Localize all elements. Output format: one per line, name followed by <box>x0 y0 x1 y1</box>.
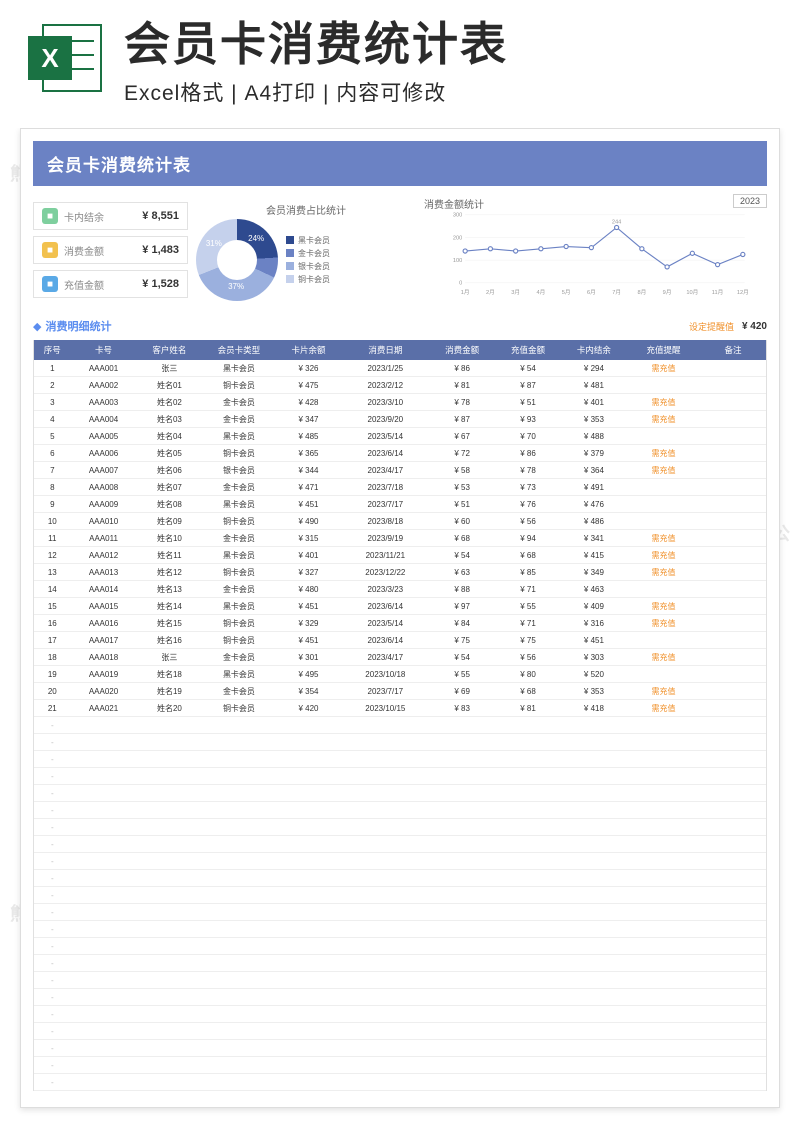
table-row: 8AAA008姓名07金卡会员¥ 4712023/7/18¥ 53¥ 73¥ 4… <box>34 479 766 496</box>
table-row: 2AAA002姓名01铜卡会员¥ 4752023/2/12¥ 81¥ 87¥ 4… <box>34 377 766 394</box>
table-row: 14AAA014姓名13金卡会员¥ 4802023/3/23¥ 88¥ 71¥ … <box>34 581 766 598</box>
table-row: 20AAA020姓名19金卡会员¥ 3542023/7/17¥ 69¥ 68¥ … <box>34 683 766 700</box>
line-chart-title: 消费金额统计 <box>424 196 767 211</box>
stat-cards: ■卡内结余¥ 8,551 ■消费金额¥ 1,483 ■充值金额¥ 1,528 <box>33 196 188 306</box>
doc-title-bar: 会员卡消费统计表 <box>33 141 767 186</box>
table-row: 19AAA019姓名18黑卡会员¥ 4952023/10/18¥ 55¥ 80¥… <box>34 666 766 683</box>
svg-text:200: 200 <box>453 235 462 241</box>
svg-text:8月: 8月 <box>637 289 646 296</box>
table-row: 12AAA012姓名11黑卡会员¥ 4012023/11/21¥ 54¥ 68¥… <box>34 547 766 564</box>
table-row: 10AAA010姓名09铜卡会员¥ 4902023/8/18¥ 60¥ 56¥ … <box>34 513 766 530</box>
table-row: 3AAA003姓名02金卡会员¥ 4282023/3/10¥ 78¥ 51¥ 4… <box>34 394 766 411</box>
table-row: 16AAA016姓名15铜卡会员¥ 3292023/5/14¥ 84¥ 71¥ … <box>34 615 766 632</box>
threshold-label: 设定提醒值 <box>689 320 734 333</box>
table-row: - <box>34 938 766 955</box>
line-chart: 0 100 200 300 244 1月 2月 3月 4月 5月 6月 7月 8月 9月 10月 11月 12月 <box>424 211 767 296</box>
svg-text:4月: 4月 <box>536 289 545 296</box>
threshold-value: ¥ 420 <box>742 321 767 332</box>
table-row: 17AAA017姓名16铜卡会员¥ 4512023/6/14¥ 75¥ 75¥ … <box>34 632 766 649</box>
table-row: - <box>34 870 766 887</box>
table-row: - <box>34 785 766 802</box>
stat-card: ■充值金额¥ 1,528 <box>33 270 188 298</box>
year-selector[interactable]: 2023 <box>733 194 767 208</box>
svg-text:5月: 5月 <box>562 289 571 296</box>
donut-title: 会员消费占比统计 <box>196 202 416 217</box>
table-row: - <box>34 1040 766 1057</box>
table-row: 7AAA007姓名06银卡会员¥ 3442023/4/17¥ 58¥ 78¥ 3… <box>34 462 766 479</box>
table-row: - <box>34 1006 766 1023</box>
template-banner: X 会员卡消费统计表 Excel格式 | A4打印 | 内容可修改 <box>0 0 800 128</box>
detail-title: 消费明细统计 <box>45 318 111 334</box>
banner-subtitle: Excel格式 | A4打印 | 内容可修改 <box>124 77 770 107</box>
table-row: 6AAA006姓名05铜卡会员¥ 3652023/6/14¥ 72¥ 86¥ 3… <box>34 445 766 462</box>
table-row: 21AAA021姓名20铜卡会员¥ 4202023/10/15¥ 83¥ 81¥… <box>34 700 766 717</box>
svg-text:10月: 10月 <box>686 289 698 296</box>
banner-title: 会员卡消费统计表 <box>124 18 770 71</box>
table-header: 序号卡号客户姓名会员卡类型卡片余额消费日期消费金额充值金额卡内结余充值提醒备注 <box>34 340 766 360</box>
donut-chart: 24%37%31% <box>196 219 278 301</box>
table-row: - <box>34 717 766 734</box>
table-row: - <box>34 836 766 853</box>
table-row: - <box>34 887 766 904</box>
table-row: 4AAA004姓名03金卡会员¥ 3472023/9/20¥ 87¥ 93¥ 3… <box>34 411 766 428</box>
svg-text:7月: 7月 <box>612 289 621 296</box>
stat-card: ■消费金额¥ 1,483 <box>33 236 188 264</box>
table-row: 13AAA013姓名12铜卡会员¥ 3272023/12/22¥ 63¥ 85¥… <box>34 564 766 581</box>
table-row: 15AAA015姓名14黑卡会员¥ 4512023/6/14¥ 97¥ 55¥ … <box>34 598 766 615</box>
svg-text:0: 0 <box>459 281 462 287</box>
table-row: 9AAA009姓名08黑卡会员¥ 4512023/7/17¥ 51¥ 76¥ 4… <box>34 496 766 513</box>
table-row: - <box>34 921 766 938</box>
table-row: - <box>34 1023 766 1040</box>
table-row: - <box>34 989 766 1006</box>
svg-text:11月: 11月 <box>712 289 724 296</box>
table-row: - <box>34 1074 766 1091</box>
detail-table: 序号卡号客户姓名会员卡类型卡片余额消费日期消费金额充值金额卡内结余充值提醒备注 … <box>33 340 767 1091</box>
line-chart-box: 消费金额统计 2023 0 100 200 300 244 1月 2月 3月 4月 5月 6月 7月 8… <box>424 196 767 306</box>
table-row: - <box>34 768 766 785</box>
bullet-icon: ◆ <box>33 320 41 333</box>
table-row: 1AAA001张三黑卡会员¥ 3262023/1/25¥ 86¥ 54¥ 294… <box>34 360 766 377</box>
document-preview: 会员卡消费统计表 ■卡内结余¥ 8,551 ■消费金额¥ 1,483 ■充值金额¥ … <box>20 128 780 1108</box>
excel-icon: X <box>28 22 102 96</box>
svg-text:244: 244 <box>612 220 621 226</box>
table-row: - <box>34 819 766 836</box>
table-row: 18AAA018张三金卡会员¥ 3012023/4/17¥ 54¥ 56¥ 30… <box>34 649 766 666</box>
donut-legend: 黑卡会员金卡会员银卡会员铜卡会员 <box>286 233 330 287</box>
svg-text:3月: 3月 <box>511 289 520 296</box>
svg-text:2月: 2月 <box>486 289 495 296</box>
table-row: - <box>34 734 766 751</box>
svg-text:9月: 9月 <box>663 289 672 296</box>
svg-text:6月: 6月 <box>587 289 596 296</box>
table-row: - <box>34 751 766 768</box>
stat-card: ■卡内结余¥ 8,551 <box>33 202 188 230</box>
svg-text:12月: 12月 <box>737 289 749 296</box>
table-row: - <box>34 972 766 989</box>
table-row: - <box>34 1057 766 1074</box>
svg-text:1月: 1月 <box>461 289 470 296</box>
svg-text:100: 100 <box>453 258 462 264</box>
table-row: 11AAA011姓名10金卡会员¥ 3152023/9/19¥ 68¥ 94¥ … <box>34 530 766 547</box>
table-row: - <box>34 955 766 972</box>
table-row: - <box>34 853 766 870</box>
table-row: - <box>34 904 766 921</box>
table-row: 5AAA005姓名04黑卡会员¥ 4852023/5/14¥ 67¥ 70¥ 4… <box>34 428 766 445</box>
table-row: - <box>34 802 766 819</box>
svg-text:300: 300 <box>453 213 462 219</box>
